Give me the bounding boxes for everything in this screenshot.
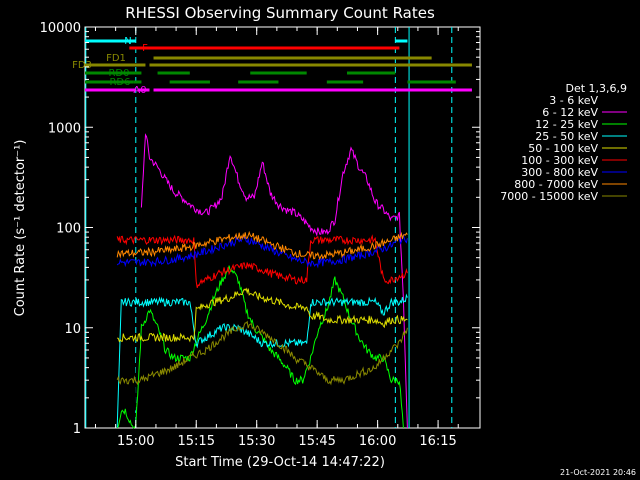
legend-entry: 6 - 12 keV [542,106,598,119]
series-line [116,320,408,386]
legend-entry: 300 - 800 keV [521,166,598,179]
series-line [140,133,408,429]
chart-title: RHESSI Observing Summary Count Rates [125,4,435,22]
legend-entry: 12 - 25 keV [535,118,598,131]
legend-title: Det 1,3,6,9 [565,82,627,95]
series-line [117,287,408,343]
series-line [116,230,408,261]
y-tick-label: 10000 [40,21,81,36]
flag-label: FD3 [72,60,92,71]
legend-entry: 7000 - 15000 keV [500,190,598,203]
x-axis-label: Start Time (29-Oct-14 14:47:22) [175,455,385,470]
series-line [116,293,408,428]
flag-label: RD6 [109,77,130,88]
legend-entry: 25 - 50 keV [535,130,598,143]
y-tick-label: 1000 [48,121,81,136]
series-line [116,234,408,288]
x-axis-ticks: 15:00 15:15 15:30 15:45 16:00 16:15 [94,27,459,449]
flag-label: RD0 [108,68,129,79]
flag-label: N [124,36,131,47]
y-axis-ticks: 1 10 100 1000 10000 [40,21,480,437]
flag-label: F [142,43,148,54]
legend-entry: 800 - 7000 keV [514,178,598,191]
flag-label: A0 [133,85,146,96]
x-tick-label: 15:30 [238,434,275,449]
footer-timestamp: 21-Oct-2021 20:46 [560,468,636,477]
series-line [134,140,408,411]
x-tick-label: 15:15 [178,434,215,449]
y-tick-label: 100 [56,222,81,237]
legend-entry: 100 - 300 keV [521,154,598,167]
legend-entry: 50 - 100 keV [528,142,598,155]
y-axis-label: Count Rate (s⁻¹ detector⁻¹) [13,140,28,317]
x-tick-label: 16:00 [359,434,396,449]
x-tick-label: 15:45 [298,434,335,449]
series-lines [116,133,408,429]
y-tick-label: 1 [73,422,81,437]
series-line [116,233,408,269]
x-tick-label: 16:15 [419,434,456,449]
flag-label: FD1 [106,53,126,64]
x-tick-label: 15:00 [117,434,154,449]
legend-entry: 3 - 6 keV [549,94,598,107]
y-tick-label: 10 [64,322,81,337]
series-line [116,265,404,429]
